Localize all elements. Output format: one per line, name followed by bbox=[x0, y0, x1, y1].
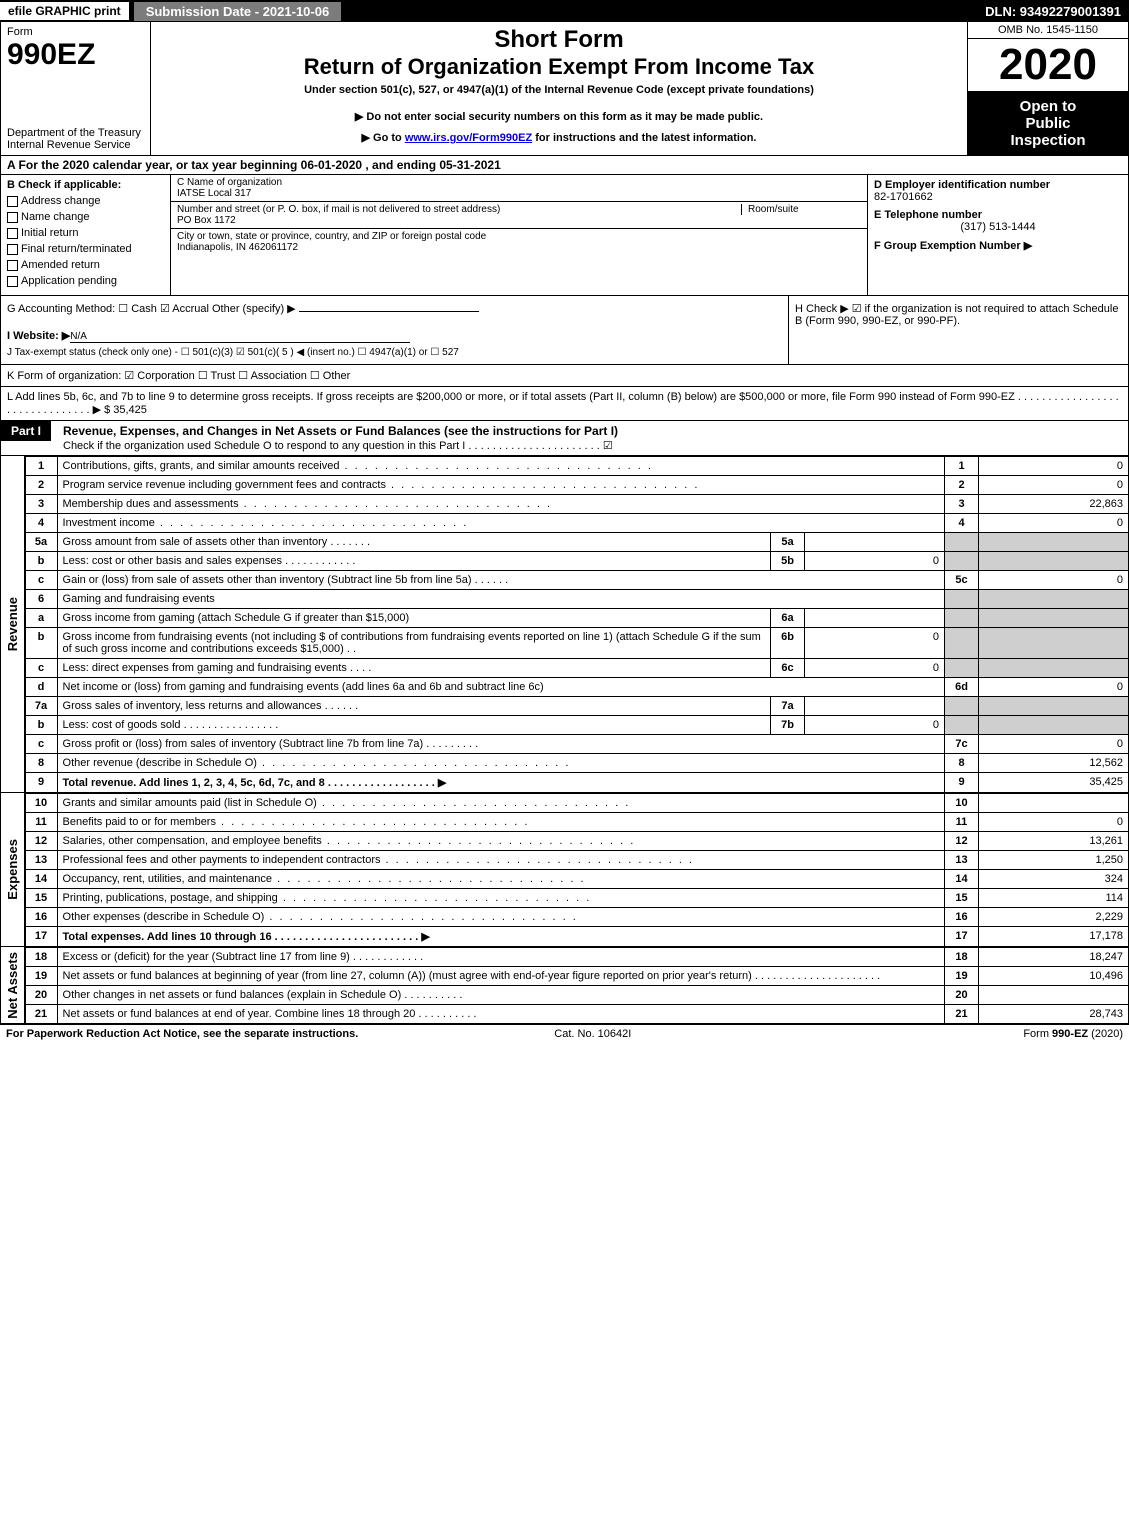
part1-label: Part I bbox=[1, 421, 51, 441]
c-city-value: Indianapolis, IN 462061172 bbox=[177, 242, 298, 253]
b-item-5[interactable]: Application pending bbox=[7, 275, 164, 287]
c-name-label: C Name of organization bbox=[177, 177, 282, 188]
short-form-title: Short Form bbox=[159, 26, 959, 54]
f-label: F Group Exemption Number ▶ bbox=[874, 239, 1122, 252]
form-number: 990EZ bbox=[7, 38, 144, 72]
c-street-label: Number and street (or P. O. box, if mail… bbox=[177, 204, 500, 215]
form-word: Form bbox=[7, 26, 144, 38]
col-c: C Name of organization IATSE Local 317 R… bbox=[171, 175, 868, 295]
open-to-public: Open to Public Inspection bbox=[968, 92, 1128, 155]
return-title: Return of Organization Exempt From Incom… bbox=[159, 54, 959, 80]
expenses-side-label: Expenses bbox=[5, 839, 20, 900]
h-check: H Check ▶ ☑ if the organization is not r… bbox=[788, 296, 1128, 364]
goto-link[interactable]: www.irs.gov/Form990EZ bbox=[405, 132, 532, 144]
e-label: E Telephone number bbox=[874, 209, 1122, 221]
omb-number: OMB No. 1545-1150 bbox=[968, 22, 1128, 39]
b-item-0[interactable]: Address change bbox=[7, 195, 164, 207]
ssn-warning: ▶ Do not enter social security numbers o… bbox=[159, 110, 959, 123]
b-item-2[interactable]: Initial return bbox=[7, 227, 164, 239]
room-suite-label: Room/suite bbox=[741, 204, 861, 215]
row-l: L Add lines 5b, 6c, and 7b to line 9 to … bbox=[0, 387, 1129, 421]
footer-right: Form 990-EZ (2020) bbox=[1023, 1028, 1123, 1040]
expenses-section: Expenses 10Grants and similar amounts pa… bbox=[0, 793, 1129, 947]
c-city-label: City or town, state or province, country… bbox=[177, 231, 486, 242]
efile-label: efile GRAPHIC print bbox=[0, 2, 129, 20]
header-mid: Short Form Return of Organization Exempt… bbox=[151, 22, 968, 155]
revenue-side-label: Revenue bbox=[5, 597, 20, 651]
b-label: B Check if applicable: bbox=[7, 179, 164, 191]
d-value: 82-1701662 bbox=[874, 191, 1122, 203]
part1-checkline: Check if the organization used Schedule … bbox=[63, 440, 613, 452]
header-left: Form 990EZ Department of the Treasury In… bbox=[1, 22, 151, 155]
netassets-table: 18Excess or (deficit) for the year (Subt… bbox=[25, 947, 1129, 1024]
goto-pre: ▶ Go to bbox=[362, 132, 405, 144]
dln-label: DLN: 93492279001391 bbox=[985, 4, 1129, 19]
part1-header: Part I Revenue, Expenses, and Changes in… bbox=[0, 421, 1129, 456]
e-value: (317) 513-1444 bbox=[874, 221, 1122, 233]
goto-post: for instructions and the latest informat… bbox=[532, 132, 756, 144]
row-k: K Form of organization: ☑ Corporation ☐ … bbox=[0, 365, 1129, 387]
netassets-side-label: Net Assets bbox=[5, 952, 20, 1019]
department-label: Department of the Treasury Internal Reve… bbox=[7, 127, 144, 151]
revenue-section: Revenue 1Contributions, gifts, grants, a… bbox=[0, 456, 1129, 793]
footer-mid: Cat. No. 10642I bbox=[554, 1028, 631, 1040]
d-label: D Employer identification number bbox=[874, 179, 1122, 191]
row-a: A For the 2020 calendar year, or tax yea… bbox=[0, 156, 1129, 175]
block-bcdef: B Check if applicable: Address change Na… bbox=[0, 175, 1129, 296]
footer-left: For Paperwork Reduction Act Notice, see … bbox=[6, 1028, 358, 1040]
b-item-1[interactable]: Name change bbox=[7, 211, 164, 223]
top-bar: efile GRAPHIC print Submission Date - 20… bbox=[0, 0, 1129, 22]
c-name-value: IATSE Local 317 bbox=[177, 188, 251, 199]
header-right: OMB No. 1545-1150 2020 Open to Public In… bbox=[968, 22, 1128, 155]
c-city: City or town, state or province, country… bbox=[171, 229, 867, 295]
submission-date: Submission Date - 2021-10-06 bbox=[133, 1, 343, 22]
revenue-table: 1Contributions, gifts, grants, and simil… bbox=[25, 456, 1129, 793]
expenses-table: 10Grants and similar amounts paid (list … bbox=[25, 793, 1129, 947]
row-gh: G Accounting Method: ☐ Cash ☑ Accrual Ot… bbox=[0, 296, 1129, 365]
i-value: N/A bbox=[70, 331, 410, 343]
b-item-4[interactable]: Amended return bbox=[7, 259, 164, 271]
netassets-section: Net Assets 18Excess or (deficit) for the… bbox=[0, 947, 1129, 1024]
g-accounting: G Accounting Method: ☐ Cash ☑ Accrual Ot… bbox=[1, 296, 788, 364]
c-name: C Name of organization IATSE Local 317 bbox=[171, 175, 867, 202]
tax-year: 2020 bbox=[968, 39, 1128, 92]
page-footer: For Paperwork Reduction Act Notice, see … bbox=[0, 1024, 1129, 1043]
b-item-3[interactable]: Final return/terminated bbox=[7, 243, 164, 255]
subtitle: Under section 501(c), 527, or 4947(a)(1)… bbox=[159, 84, 959, 96]
goto-line: ▶ Go to www.irs.gov/Form990EZ for instru… bbox=[159, 131, 959, 144]
c-street: Room/suite Number and street (or P. O. b… bbox=[171, 202, 867, 229]
j-line: J Tax-exempt status (check only one) - ☐… bbox=[7, 347, 782, 358]
g-text: G Accounting Method: ☐ Cash ☑ Accrual Ot… bbox=[7, 303, 296, 315]
col-def: D Employer identification number 82-1701… bbox=[868, 175, 1128, 295]
col-b: B Check if applicable: Address change Na… bbox=[1, 175, 171, 295]
form-header: Form 990EZ Department of the Treasury In… bbox=[0, 22, 1129, 156]
c-street-value: PO Box 1172 bbox=[177, 215, 236, 226]
part1-title: Revenue, Expenses, and Changes in Net As… bbox=[63, 424, 618, 438]
i-label: I Website: ▶ bbox=[7, 330, 70, 342]
